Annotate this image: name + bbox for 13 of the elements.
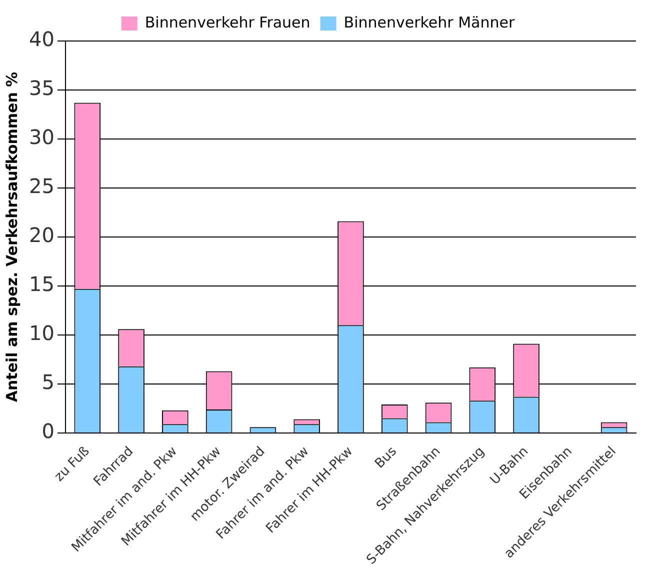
y-tick-label: 25 [28,174,54,198]
y-tick-label: 0 [42,419,54,444]
x-tick-label: zu Fuß [52,444,93,485]
legend-label: Binnenverkehr Frauen [144,13,310,32]
y-tick-label: 35 [28,76,54,100]
y-axis-title: Anteil am spez. Verkehrsaufkommen % [2,72,21,402]
y-tick-label: 15 [28,272,54,296]
y-tick-label: 40 [28,27,54,52]
y-tick-label: 5 [42,370,54,394]
y-tick-label: 10 [28,321,54,346]
y-tick-label: 20 [28,223,54,248]
y-tick-label: 30 [28,125,54,150]
legend-label: Binnenverkehr Männer [344,13,516,32]
